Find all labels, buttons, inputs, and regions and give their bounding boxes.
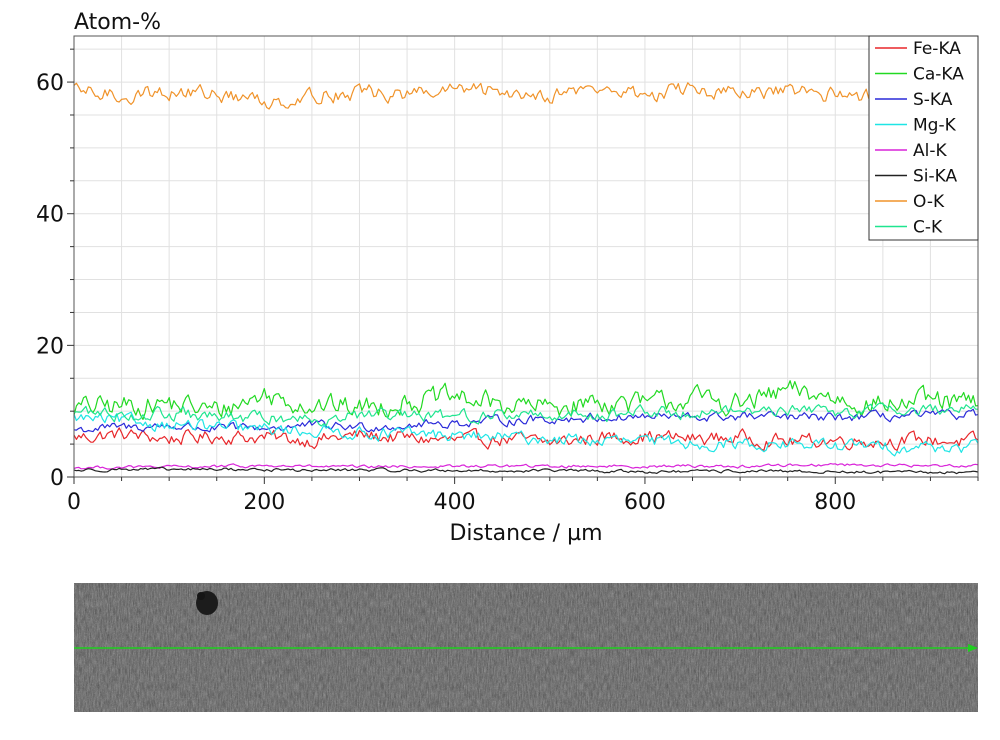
legend-label: Al-K xyxy=(913,141,947,161)
y-axis-label: Atom-% xyxy=(74,10,161,35)
dark-pit-small xyxy=(197,592,205,600)
y-tick-label: 40 xyxy=(36,203,64,228)
series-line-ca-ka xyxy=(73,380,979,420)
plot-frame xyxy=(73,35,979,478)
series-line-c-k xyxy=(73,402,978,427)
scan-arrow-icon xyxy=(968,644,978,652)
legend-label: O-K xyxy=(913,192,945,212)
series-lines xyxy=(73,82,979,475)
y-tick-label: 0 xyxy=(50,466,64,491)
series-line-al-k xyxy=(73,463,979,470)
legend-label: Mg-K xyxy=(913,116,957,136)
legend-box xyxy=(868,35,979,241)
series-line-si-ka xyxy=(73,466,979,475)
legend-label: Si-KA xyxy=(913,167,957,187)
x-tick-label: 600 xyxy=(624,490,666,515)
series-line-fe-ka xyxy=(73,427,979,451)
legend-label: Ca-KA xyxy=(913,65,964,85)
legend-label: Fe-KA xyxy=(913,39,961,59)
x-tick-label: 400 xyxy=(434,490,476,515)
x-axis-label: Distance / µm xyxy=(449,521,602,546)
series-line-o-k xyxy=(73,82,979,110)
x-tick-label: 800 xyxy=(814,490,856,515)
series-line-mg-k xyxy=(73,411,979,457)
x-tick-label: 0 xyxy=(67,490,81,515)
x-tick-label: 200 xyxy=(243,490,285,515)
line-scan-image xyxy=(74,583,978,712)
legend-label: S-KA xyxy=(913,90,953,110)
series-line-s-ka xyxy=(73,408,979,433)
sem-image-strip xyxy=(74,583,978,712)
y-tick-label: 60 xyxy=(36,71,64,96)
legend-label: C-K xyxy=(913,218,943,238)
y-tick-label: 20 xyxy=(36,334,64,359)
legend: Fe-KA Ca-KA S-KA Mg-K Al-K Si-KA O-K C-K xyxy=(868,35,979,241)
